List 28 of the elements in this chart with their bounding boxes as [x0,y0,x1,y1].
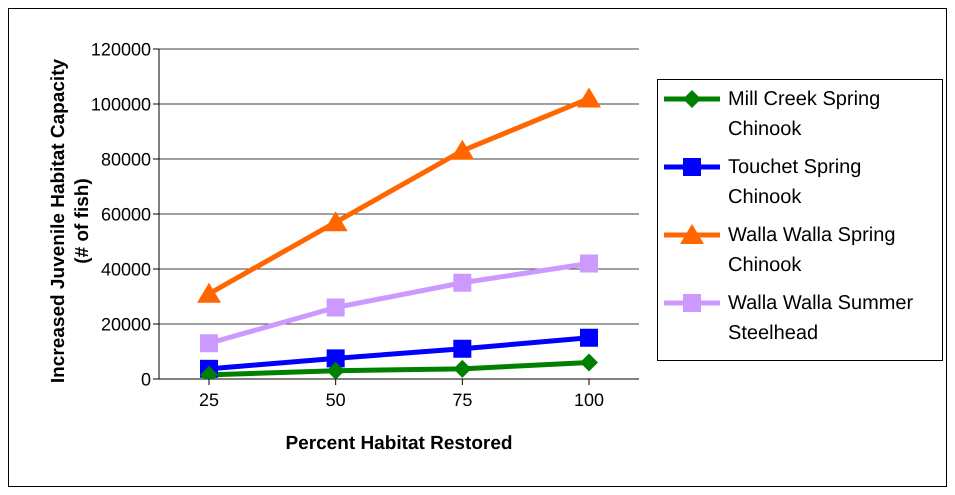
y-tick-label: 120000 [90,39,151,60]
point [197,282,221,303]
x-axis-title: Percent Habitat Restored [285,433,513,454]
point [450,140,474,160]
point [326,298,345,316]
x-tick-label: 75 [452,390,472,410]
x-tick-label: 100 [574,390,604,410]
legend-label: Walla Walla Spring Chinook [728,223,896,278]
point [453,340,472,358]
y-tick-label: 0 [140,369,151,390]
point [580,354,598,372]
point [580,328,598,347]
legend-label: Mill Creek Spring Chinook [728,87,882,142]
y-tick-label: 80000 [100,149,151,170]
y-tick-label: 40000 [100,259,151,280]
y-tick-label: 60000 [100,204,151,224]
y-axis-title: Increased Juvenile Habitat Capacity (# of fish) [48,58,93,384]
point [200,334,218,352]
legend-label: Walla Walla Summer Steelhead [728,291,914,346]
legend-label: Touchet Spring Chinook [728,155,862,210]
x-tick-label: 50 [326,390,346,410]
point [580,254,598,272]
point [577,88,601,108]
x-tick-label: 25 [198,390,220,410]
y-tick-label: 100000 [90,94,151,114]
y-tick-label: 20000 [100,314,151,334]
point [324,211,348,232]
point [453,274,472,292]
